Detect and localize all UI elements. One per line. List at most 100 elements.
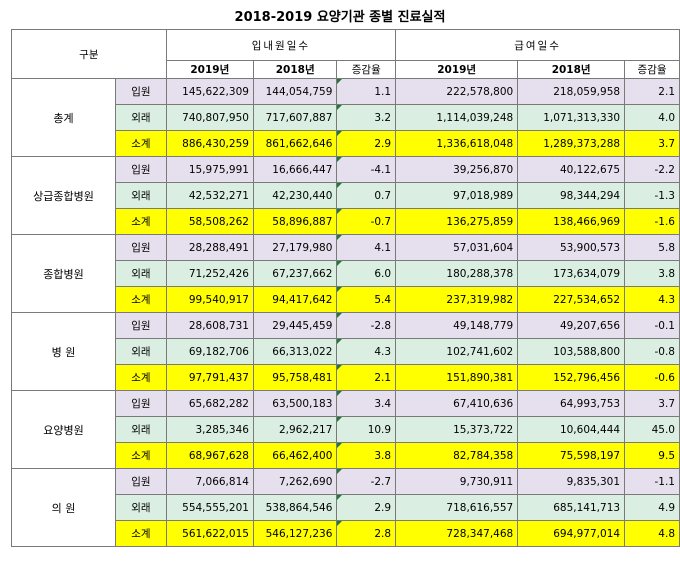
benefit-2019-cell-value: 49,148,779 — [453, 319, 514, 332]
row-type-label: 외래 — [115, 104, 167, 131]
formula-indicator-icon — [337, 391, 343, 396]
row-type-label-value: 외래 — [131, 502, 151, 514]
inpatient-rate-cell: 3.4 — [336, 390, 397, 417]
inpatient-2019-cell-value: 15,975,991 — [188, 163, 249, 176]
inpatient-2018-cell-value: 66,313,022 — [272, 345, 333, 358]
inpatient-2018-cell: 2,962,217 — [252, 416, 338, 443]
inpatient-2019-cell-value: 71,252,426 — [188, 267, 249, 280]
benefit-rate-cell: 4.0 — [624, 104, 680, 131]
table-row: 의 원 입원 7,066,814 7,262,690 -2.7 9,730,911 9,83… — [10, 468, 680, 547]
inpatient-rate-cell-value: 2.1 — [374, 371, 392, 384]
benefit-2018-cell: 218,059,958 — [517, 78, 626, 105]
inpatient-2019-cell: 99,540,917 — [165, 286, 254, 313]
benefit-2018-cell: 685,141,713 — [517, 494, 626, 521]
benefit-2019-cell: 82,784,358 — [395, 442, 519, 469]
benefit-2019-cell: 97,018,989 — [395, 182, 519, 209]
benefit-2018-header: 2018년 — [517, 60, 626, 79]
benefit-2019-cell-value: 222,578,800 — [446, 85, 514, 98]
benefit-2018-cell: 152,796,456 — [517, 364, 626, 391]
row-type-label: 외래 — [115, 182, 167, 209]
inpatient-rate-cell-value: 4.1 — [374, 241, 392, 254]
inpatient-rate-cell: 5.4 — [336, 286, 397, 313]
row-type-label-value: 소계 — [131, 450, 151, 462]
group-label: 총계 — [10, 78, 117, 157]
formula-indicator-icon — [337, 235, 343, 240]
benefit-2018-cell-value: 53,900,573 — [559, 241, 621, 254]
benefit-rate-cell: 4.8 — [624, 520, 680, 547]
table-row: 외래 69,182,706 66,313,022 4.3 102,741,602 103,… — [12, 338, 680, 365]
formula-indicator-icon — [337, 287, 343, 292]
benefit-rate-cell: 4.9 — [624, 494, 680, 521]
row-type-label-value: 외래 — [131, 268, 151, 280]
inpatient-rate-cell-value: -2.8 — [370, 319, 392, 332]
inpatient-2018-cell-value: 95,758,481 — [272, 371, 333, 384]
benefit-2019-cell-value: 102,741,602 — [446, 345, 514, 358]
inpatient-rate-cell: 2.9 — [336, 130, 397, 157]
inpatient-2018-cell-value: 58,896,887 — [272, 215, 333, 228]
benefit-rate-cell-value: 2.1 — [658, 85, 675, 98]
benefit-2018-cell-value: 40,122,675 — [559, 163, 621, 176]
benefit-2018-cell: 98,344,294 — [517, 182, 626, 209]
formula-indicator-icon — [337, 209, 343, 214]
inpatient-2019-cell: 740,807,950 — [165, 104, 254, 131]
inpatient-2019-cell-value: 65,682,282 — [188, 397, 249, 410]
inpatient-rate-cell: 2.8 — [336, 520, 397, 547]
inpatient-2018-cell: 27,179,980 — [252, 234, 338, 261]
benefit-rate-cell-value: -1.1 — [654, 475, 676, 488]
benefit-2018-cell-value: 218,059,958 — [553, 85, 621, 98]
inpatient-2018-cell: 95,758,481 — [252, 364, 338, 391]
formula-indicator-icon — [337, 183, 343, 188]
inpatient-2018-cell: 67,237,662 — [252, 260, 338, 287]
benefit-2019-cell-value: 15,373,722 — [453, 423, 514, 436]
formula-indicator-icon — [337, 313, 343, 318]
group-label: 병 원 — [10, 312, 117, 391]
benefit-2018-cell: 49,207,656 — [517, 312, 626, 339]
row-type-label-value: 입원 — [131, 164, 151, 176]
benefit-2019-cell: 49,148,779 — [395, 312, 519, 339]
benefit-rate-cell: -1.6 — [624, 208, 680, 235]
inpatient-2018-cell: 66,313,022 — [252, 338, 338, 365]
inpatient-2018-cell: 546,127,236 — [252, 520, 338, 547]
inpatient-2019-cell: 58,508,262 — [165, 208, 254, 235]
benefit-2018-cell: 1,071,313,330 — [517, 104, 626, 131]
formula-indicator-icon — [337, 157, 343, 162]
inpatient-rate-header: 증감율 — [336, 60, 397, 79]
inpatient-2018-cell: 58,896,887 — [252, 208, 338, 235]
inpatient-2018-cell: 717,607,887 — [252, 104, 338, 131]
formula-indicator-icon — [337, 443, 343, 448]
inpatient-2019-cell-value: 42,532,271 — [188, 189, 249, 202]
benefit-2018-cell-value: 227,534,652 — [553, 293, 621, 306]
benefit-rate-cell-value: 4.8 — [658, 527, 675, 540]
inpatient-2018-cell-value: 861,662,646 — [265, 137, 333, 150]
benefit-2019-cell: 9,730,911 — [395, 468, 519, 495]
benefit-rate-cell-value: 45.0 — [651, 423, 675, 436]
row-type-label: 소계 — [115, 286, 167, 313]
inpatient-2018-cell: 7,262,690 — [252, 468, 338, 495]
table-row: 종합병원 입원 28,288,491 27,179,980 4.1 57,031,604 5… — [10, 234, 680, 313]
benefit-2019-cell-value: 718,616,557 — [446, 501, 514, 514]
benefit-2019-cell-value: 728,347,468 — [446, 527, 514, 540]
benefit-2019-cell-value: 180,288,378 — [446, 267, 514, 280]
benefit-2018-cell-value: 10,604,444 — [559, 423, 621, 436]
row-type-label-value: 소계 — [131, 138, 151, 150]
inpatient-rate-cell: -2.7 — [336, 468, 397, 495]
benefit-2018-cell: 64,993,753 — [517, 390, 626, 417]
inpatient-2019-cell: 65,682,282 — [165, 390, 254, 417]
inpatient-days-header: 입내원일수 — [165, 29, 397, 61]
inpatient-rate-cell-value: 1.1 — [374, 85, 392, 98]
row-type-label-value: 외래 — [131, 190, 151, 202]
inpatient-rate-cell-value: 3.8 — [374, 449, 392, 462]
inpatient-2018-cell-value: 67,237,662 — [272, 267, 333, 280]
benefit-rate-cell-value: 3.7 — [658, 397, 675, 410]
inpatient-rate-cell: 0.7 — [336, 182, 397, 209]
formula-indicator-icon — [337, 79, 343, 84]
inpatient-2019-cell: 15,975,991 — [165, 156, 254, 183]
inpatient-rate-cell: -4.1 — [336, 156, 397, 183]
inpatient-2018-cell-value: 7,262,690 — [278, 475, 333, 488]
row-type-label-value: 소계 — [131, 294, 151, 306]
benefit-rate-cell-value: 3.8 — [658, 267, 675, 280]
row-type-label: 외래 — [115, 494, 167, 521]
inpatient-rate-cell: -0.7 — [336, 208, 397, 235]
inpatient-2019-cell-value: 58,508,262 — [188, 215, 249, 228]
inpatient-rate-cell-value: 2.9 — [374, 137, 392, 150]
